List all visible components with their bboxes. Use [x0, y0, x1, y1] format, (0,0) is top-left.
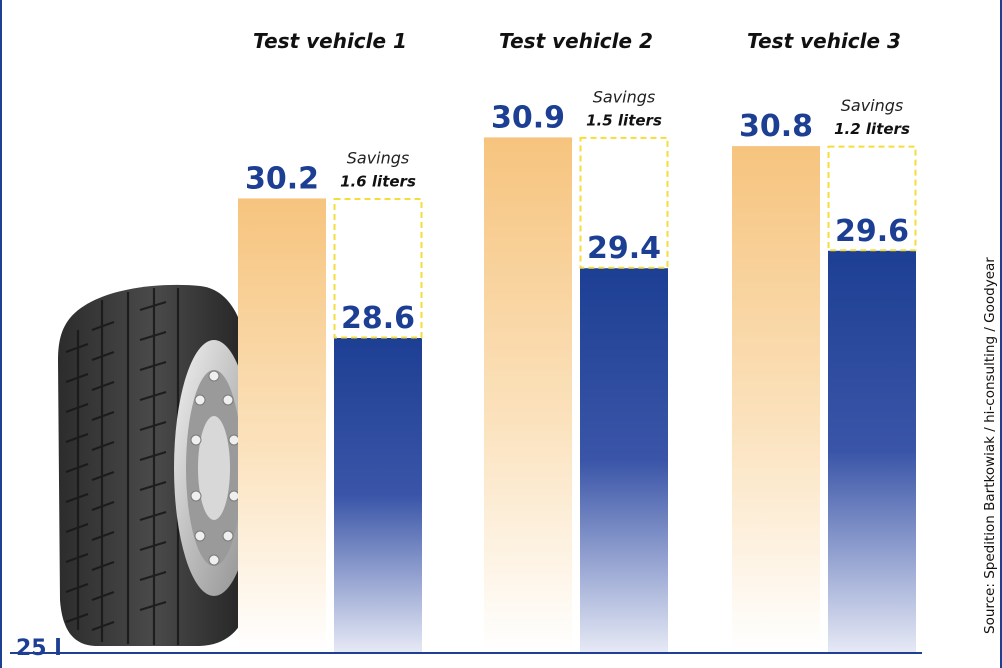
bar-after-1 — [334, 338, 422, 652]
savings-amount-1: 1.6 liters — [340, 172, 416, 190]
category-title-1: Test vehicle 1 — [253, 29, 407, 53]
bar-before-2 — [484, 137, 572, 652]
savings-box-1 — [333, 197, 423, 339]
frame-left-edge — [0, 0, 2, 668]
frame-right-edge — [1000, 0, 1002, 668]
value-label-after-3: 29.6 — [835, 214, 909, 249]
savings-label-2: Savings — [593, 87, 656, 106]
bar-before-1 — [238, 198, 326, 652]
savings-amount-2: 1.5 liters — [586, 111, 662, 129]
savings-box-3 — [827, 145, 917, 252]
bar-after-2 — [580, 268, 668, 652]
value-label-after-2: 29.4 — [587, 231, 661, 266]
savings-amount-3: 1.2 liters — [834, 120, 910, 138]
value-label-before-2: 30.9 — [491, 100, 565, 135]
source-credit: Source: Spedition Bartkowiak / hi-consul… — [982, 257, 998, 634]
bars-layer — [238, 136, 917, 652]
savings-label-3: Savings — [841, 96, 904, 115]
labels-layer: 30.2 28.6 Savings 1.6 liters Test vehicle 1 3… — [245, 29, 910, 336]
value-label-after-1: 28.6 — [341, 301, 415, 336]
category-title-2: Test vehicle 2 — [499, 29, 653, 53]
value-label-before-1: 30.2 — [245, 161, 319, 196]
category-title-3: Test vehicle 3 — [747, 29, 901, 53]
baseline-label: 25 l — [16, 636, 62, 661]
value-label-before-3: 30.8 — [739, 109, 813, 144]
savings-box-2 — [579, 136, 669, 269]
savings-label-1: Savings — [347, 148, 410, 167]
bar-after-3 — [828, 250, 916, 652]
bar-before-3 — [732, 146, 820, 652]
tire-image — [58, 284, 254, 646]
